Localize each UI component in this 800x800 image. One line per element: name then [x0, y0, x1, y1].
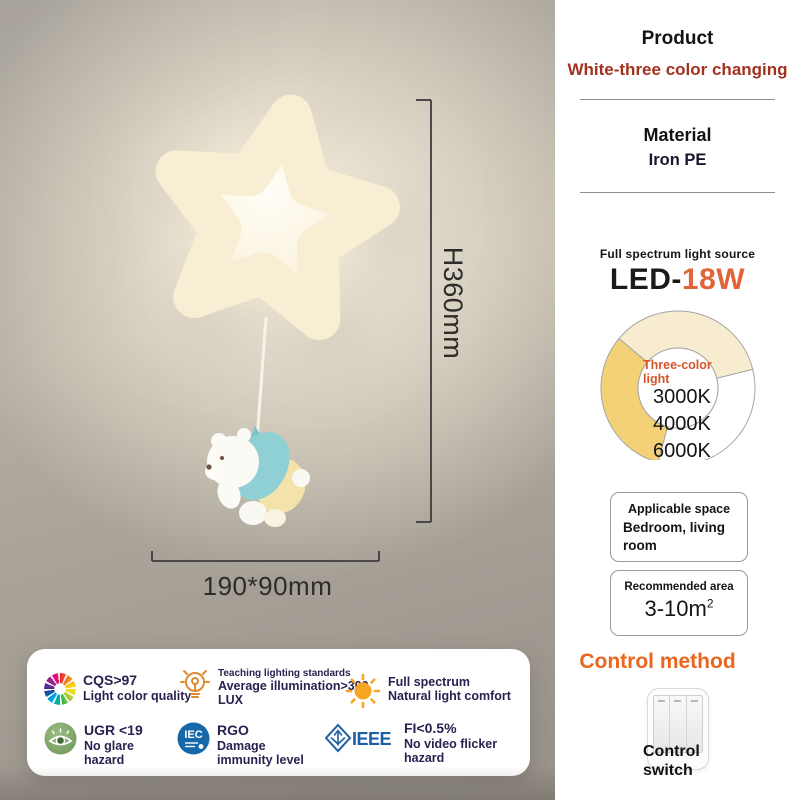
- area-unit: m: [688, 596, 707, 621]
- star-shape: [155, 94, 400, 341]
- feature-line: Full spectrum: [388, 675, 470, 689]
- switch-plate: [653, 695, 703, 753]
- iec-badge-icon: IEC: [177, 722, 210, 755]
- feature-line: FI<0.5%: [404, 720, 457, 736]
- width-dimension-line: [151, 551, 380, 562]
- donut-inner-circle: [637, 347, 719, 429]
- sun-icon: [345, 673, 381, 709]
- feature-no-glare: UGR <19 No glare hazard: [44, 722, 143, 767]
- lamp-photo: H360mm 190*90mm CQS>97 Light color quali…: [0, 0, 555, 800]
- feature-line: RGO: [217, 722, 249, 738]
- feature-full-spectrum: Full spectrum Natural light comfort: [345, 673, 511, 709]
- bulb-icon: [180, 670, 210, 698]
- control-switch-line1: Control: [643, 743, 700, 760]
- feature-line: hazard: [404, 750, 445, 765]
- feature-illumination: Teaching lighting standards Average illu…: [179, 665, 369, 707]
- feature-damage-immunity: IEC RGO Damage immunity level: [177, 722, 304, 767]
- feature-line: hazard: [84, 752, 125, 767]
- led-prefix: LED-: [609, 263, 682, 296]
- switch-rocker: [670, 696, 687, 752]
- svg-text:IEC: IEC: [184, 729, 202, 741]
- color-temperature-donut: Three-color light 3000K 4000K 6000K: [595, 308, 761, 466]
- material-value: Iron PE: [648, 151, 707, 169]
- product-heading: Product: [641, 28, 714, 49]
- height-dimension-label: H360mm: [438, 246, 468, 360]
- feature-line: Natural light comfort: [388, 689, 511, 703]
- star-lamp: [155, 94, 400, 341]
- material-heading: Material: [643, 125, 712, 145]
- switch-rocker: [654, 696, 671, 752]
- divider: [580, 192, 775, 193]
- donut-chart: [600, 310, 756, 466]
- light-source-tagline: Full spectrum light source: [599, 247, 756, 261]
- led-wattage: LED-18W: [555, 263, 800, 297]
- temp-4000k: 4000K: [653, 413, 711, 435]
- wall-switch: [647, 688, 709, 770]
- temp-6000k: 6000K: [653, 440, 711, 462]
- applicable-space-box: Applicable space Bedroom, living room: [610, 492, 748, 562]
- donut-center-label: Three-color light: [643, 358, 712, 387]
- led-watt: 18W: [681, 263, 746, 296]
- recommended-area-title: Recommended area: [624, 581, 734, 593]
- feature-line: Average illumination>300: [218, 679, 369, 694]
- area-range: 3-10: [644, 596, 689, 621]
- temp-3000k: 3000K: [653, 386, 711, 408]
- feature-line: No glare: [84, 738, 135, 753]
- control-switch-label: Control switch: [643, 742, 733, 780]
- svg-text:IEEE: IEEE: [352, 729, 392, 749]
- color-wheel-icon: [44, 673, 76, 705]
- applicable-space-value: Bedroom, living room: [623, 520, 726, 553]
- feature-line: CQS>97: [83, 672, 138, 688]
- bear-pendant: [205, 426, 310, 527]
- spec-panel: Product White-three color changing Mater…: [555, 0, 800, 800]
- feature-light-color-quality: CQS>97 Light color quality: [44, 672, 192, 705]
- applicable-space-title: Applicable space: [627, 502, 731, 516]
- ieee-logo-icon: IEEE: [325, 723, 392, 753]
- feature-line: Light color quality: [83, 688, 192, 703]
- feature-no-flicker: IEEE FI<0.5% No video flicker hazard: [325, 720, 498, 765]
- donut-temperature-list: 3000K 4000K 6000K: [653, 384, 711, 465]
- feature-line: LUX: [218, 693, 243, 708]
- product-value: White-three color changing: [567, 60, 788, 79]
- feature-line: Teaching lighting standards: [218, 668, 351, 679]
- feature-line: No video flicker: [404, 736, 498, 751]
- control-switch-line2: switch: [643, 762, 693, 779]
- feature-line: immunity level: [217, 752, 304, 767]
- switch-rocker: [687, 696, 702, 752]
- feature-line: UGR <19: [84, 722, 143, 738]
- recommended-area-value: 3-10m2: [611, 596, 747, 622]
- eye-icon: [44, 722, 77, 755]
- area-sup: 2: [706, 596, 714, 611]
- recommended-area-box: Recommended area 3-10m2: [610, 570, 748, 636]
- control-method-heading: Control method: [579, 650, 736, 673]
- feature-line: Damage: [217, 738, 266, 753]
- width-dimension-label: 190*90mm: [202, 571, 333, 601]
- certification-card: CQS>97 Light color quality: [27, 649, 530, 776]
- divider: [580, 99, 775, 100]
